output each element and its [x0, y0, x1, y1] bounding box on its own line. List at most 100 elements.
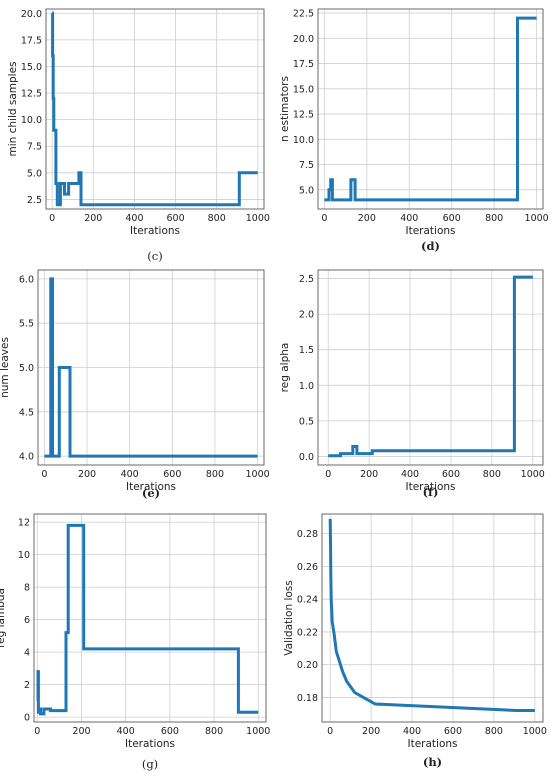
- y-tick-label: 2.5: [299, 274, 314, 285]
- x-tick-label: 0: [34, 726, 40, 737]
- y-axis-label: reg lambda: [0, 588, 7, 648]
- x-tick-label: 400: [403, 726, 421, 737]
- y-axis-label: n estimators: [279, 76, 291, 142]
- y-tick-label: 17.5: [293, 59, 314, 70]
- series-line: [36, 523, 259, 716]
- x-axis-label: Iterations: [126, 481, 176, 493]
- y-tick-label: 1.0: [299, 381, 314, 392]
- y-tick-label: 4: [24, 648, 30, 659]
- chart-panel-c: 0 200 400 600 800 1000 2.5 5.0 7.5 10.0 12.5 15.0 17…: [7, 8, 270, 263]
- y-axis-label: min child samples: [7, 61, 19, 156]
- y-tick-label: 4.5: [19, 407, 34, 418]
- x-tick-label: 800: [208, 213, 226, 224]
- y-tick-label: 12: [18, 518, 30, 529]
- x-tick-label: 400: [400, 213, 418, 224]
- y-tick-label: 4.0: [19, 452, 34, 463]
- y-tick-label: 5.0: [19, 363, 34, 374]
- plot-frame: [37, 269, 265, 466]
- x-tick-label: 1000: [525, 213, 549, 224]
- x-tick-label: 600: [442, 469, 460, 480]
- x-axis-label: Iterations: [130, 225, 180, 237]
- plot-frame: [317, 8, 544, 210]
- x-tick-label: 400: [125, 213, 143, 224]
- y-tick-label: 7.5: [27, 142, 42, 153]
- x-tick-label: 600: [443, 213, 461, 224]
- y-tick-label: 0.28: [297, 529, 318, 540]
- x-tick-label: 600: [166, 213, 184, 224]
- x-tick-label: 200: [84, 213, 102, 224]
- x-tick-label: 1000: [523, 726, 547, 737]
- panel-caption: (g): [142, 757, 158, 771]
- plot-frame: [45, 8, 265, 210]
- x-axis-label: Iterations: [405, 225, 455, 237]
- x-tick-label: 400: [401, 469, 419, 480]
- y-tick-label: 0.5: [299, 416, 314, 427]
- x-tick-label: 800: [485, 726, 503, 737]
- y-tick-label: 12.5: [293, 110, 314, 121]
- x-tick-label: 0: [327, 726, 333, 737]
- x-tick-label: 1000: [521, 469, 545, 480]
- x-tick-label: 600: [163, 469, 181, 480]
- panel-caption: (e): [142, 486, 160, 500]
- x-tick-label: 200: [362, 726, 380, 737]
- x-tick-label: 200: [72, 726, 90, 737]
- x-tick-label: 1000: [246, 469, 270, 480]
- x-tick-label: 0: [41, 469, 47, 480]
- y-tick-label: 6: [24, 615, 30, 626]
- x-axis-label: Iterations: [407, 738, 457, 750]
- x-tick-label: 400: [117, 726, 135, 737]
- series-line: [328, 518, 535, 712]
- chart-panel-e: 0 200 400 600 800 1000 4.0 4.5 5.0 5.5 6.0 Iteratio…: [0, 269, 270, 500]
- y-tick-label: 7.5: [299, 160, 314, 171]
- x-tick-label: 800: [206, 469, 224, 480]
- y-tick-label: 0.22: [297, 627, 318, 638]
- panel-caption: (c): [147, 249, 162, 263]
- y-tick-label: 10.0: [293, 135, 314, 146]
- y-tick-label: 1.5: [299, 345, 314, 356]
- panel-caption: (h): [423, 755, 442, 769]
- x-tick-label: 200: [360, 469, 378, 480]
- chart-panel-d: 0 200 400 600 800 1000 5.0 7.5 10.0 12.5 15.0 17.5 2…: [279, 9, 549, 253]
- y-tick-label: 0.24: [297, 595, 318, 606]
- panel-caption: (d): [421, 239, 440, 253]
- y-tick-label: 10.0: [21, 115, 42, 126]
- y-tick-label: 5.0: [27, 168, 42, 179]
- y-tick-label: 0: [24, 713, 30, 724]
- x-tick-label: 800: [205, 726, 223, 737]
- y-tick-label: 0.20: [297, 660, 318, 671]
- y-tick-label: 0.26: [297, 562, 318, 573]
- x-tick-label: 600: [161, 726, 179, 737]
- series-line: [328, 275, 533, 458]
- y-tick-label: 6.0: [19, 274, 34, 285]
- y-tick-label: 15.0: [21, 62, 42, 73]
- y-tick-label: 10: [18, 550, 30, 561]
- x-tick-label: 200: [358, 213, 376, 224]
- x-tick-label: 1000: [246, 213, 270, 224]
- y-tick-label: 20.0: [293, 34, 314, 45]
- y-tick-label: 12.5: [21, 89, 42, 100]
- x-tick-label: 0: [49, 213, 55, 224]
- x-tick-label: 200: [78, 469, 96, 480]
- plot-frame: [317, 269, 544, 466]
- x-tick-label: 1000: [246, 726, 270, 737]
- y-tick-label: 20.0: [21, 9, 42, 20]
- x-tick-label: 600: [444, 726, 462, 737]
- series-line: [51, 11, 258, 207]
- chart-panel-g: 0 200 400 600 800 1000 0 2 4 6 8 10 12 Iterations reg …: [0, 513, 270, 771]
- x-tick-label: 800: [485, 213, 503, 224]
- y-tick-label: 8: [24, 583, 30, 594]
- x-axis-label: Iterations: [405, 481, 455, 493]
- y-tick-label: 15.0: [293, 84, 314, 95]
- plot-frame: [321, 513, 544, 723]
- y-tick-label: 17.5: [21, 35, 42, 46]
- y-tick-label: 2.0: [299, 310, 314, 321]
- x-tick-label: 400: [121, 469, 139, 480]
- y-tick-label: 0.0: [299, 452, 314, 463]
- y-tick-label: 5.0: [299, 185, 314, 196]
- x-tick-label: 0: [325, 469, 331, 480]
- panel-caption: (f): [423, 485, 439, 499]
- plot-frame: [33, 513, 267, 723]
- y-axis-label: Validation loss: [283, 580, 295, 655]
- x-axis-label: Iterations: [125, 738, 175, 750]
